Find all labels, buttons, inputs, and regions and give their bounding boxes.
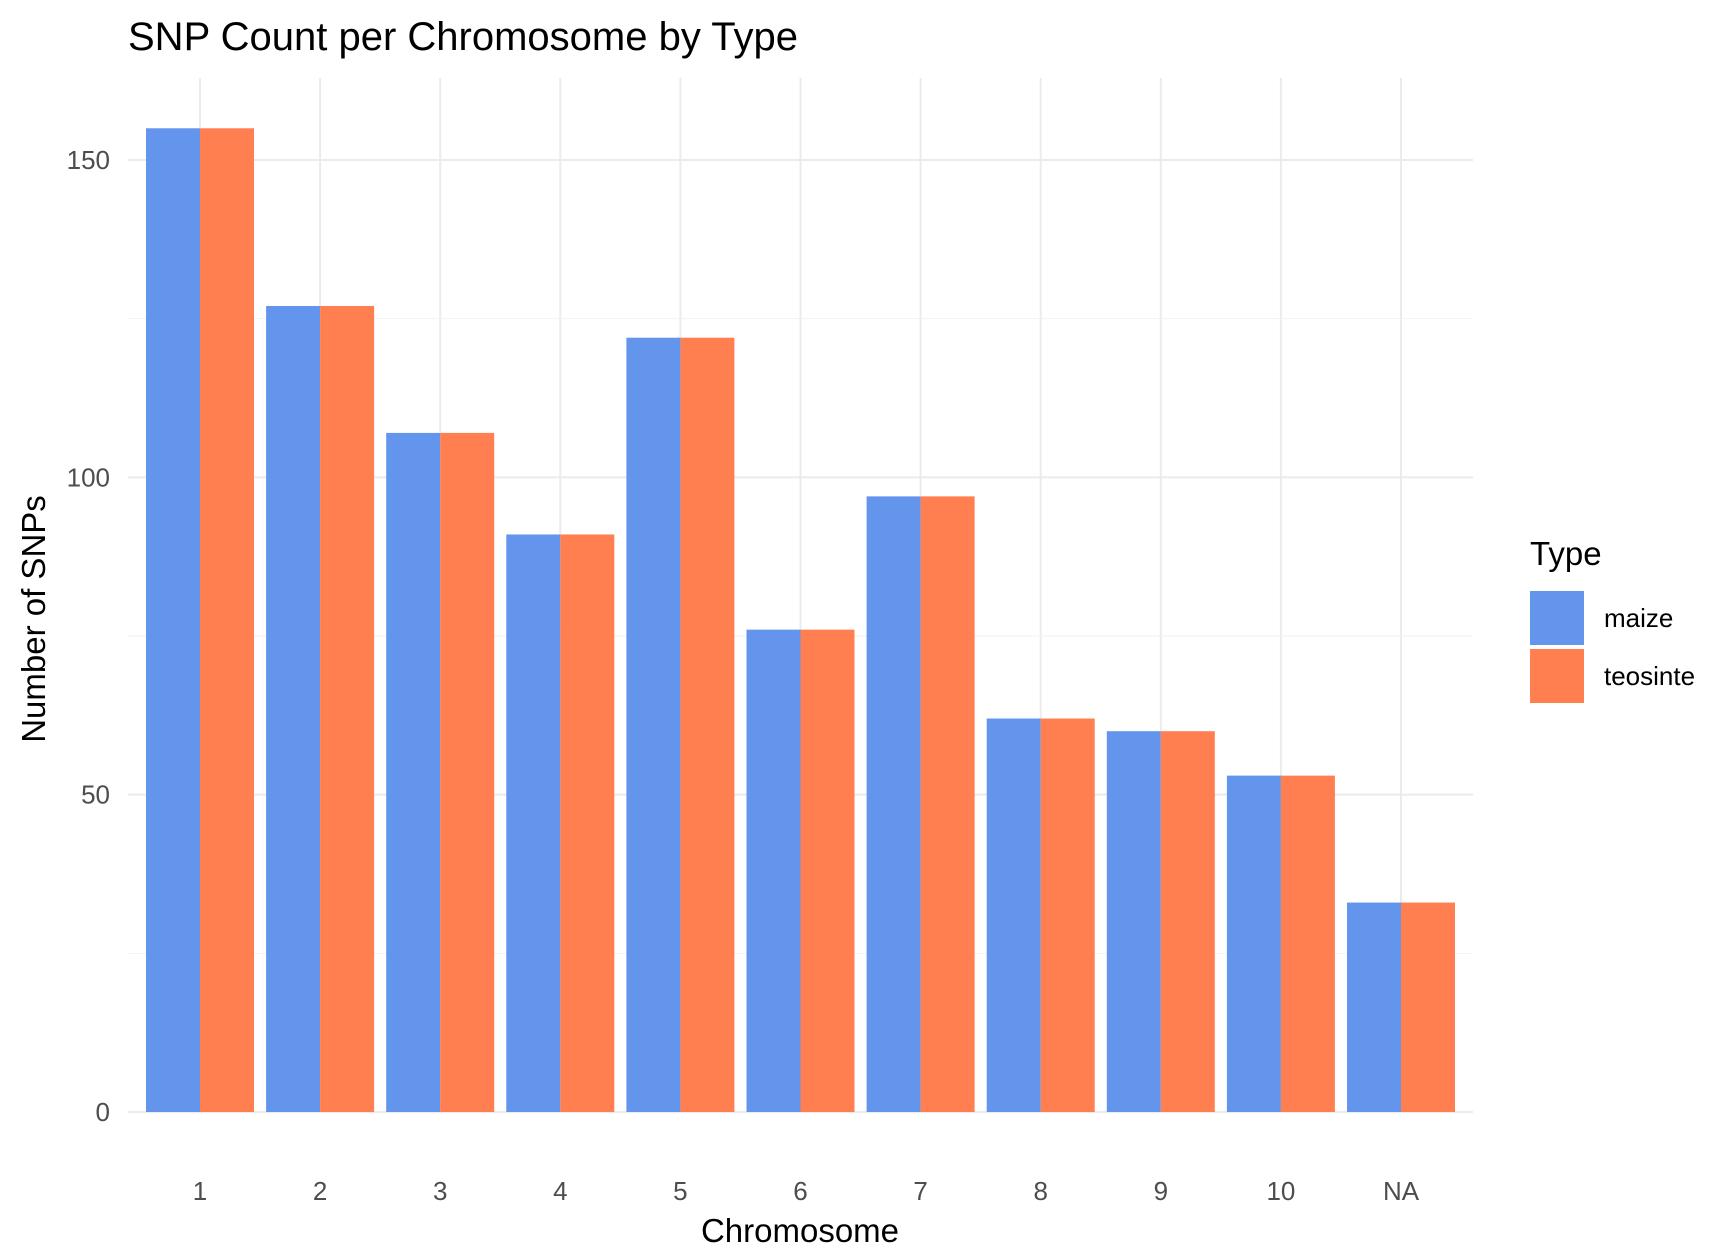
bar-teosinte-2 — [320, 305, 375, 1112]
bars — [146, 128, 1455, 1113]
x-tick-label: 4 — [553, 1176, 567, 1206]
bar-maize-6 — [746, 629, 801, 1112]
bar-teosinte-9 — [1160, 731, 1215, 1112]
x-tick-label: 3 — [433, 1176, 447, 1206]
y-tick-label: 0 — [96, 1097, 110, 1127]
x-tick-label: 2 — [313, 1176, 327, 1206]
x-tick-label: 9 — [1154, 1176, 1168, 1206]
bar-teosinte-NA — [1401, 902, 1455, 1112]
bar-maize-9 — [1106, 731, 1161, 1112]
bar-teosinte-8 — [1040, 718, 1095, 1112]
legend-key-teosinte — [1530, 649, 1584, 703]
x-tick-labels: 1 2 3 4 5 6 7 8 9 10 NA — [193, 1176, 1420, 1206]
bar-maize-10 — [1226, 775, 1281, 1112]
chart-title: SNP Count per Chromosome by Type — [128, 15, 798, 59]
x-tick-label: NA — [1383, 1176, 1420, 1206]
y-tick-label: 150 — [67, 145, 110, 175]
x-tick-label: 7 — [913, 1176, 927, 1206]
bar-maize-3 — [386, 432, 441, 1112]
bar-teosinte-1 — [200, 128, 254, 1112]
legend: Type maize teosinte — [1530, 535, 1695, 703]
y-tick-labels: 0 50 100 150 — [67, 145, 110, 1127]
bar-teosinte-6 — [800, 629, 855, 1112]
x-tick-label: 10 — [1266, 1176, 1295, 1206]
bar-maize-5 — [626, 337, 681, 1112]
bar-maize-4 — [506, 534, 561, 1112]
x-tick-label: 1 — [193, 1176, 207, 1206]
bar-teosinte-3 — [440, 432, 495, 1112]
bar-teosinte-10 — [1280, 775, 1335, 1112]
legend-label-teosinte: teosinte — [1604, 661, 1695, 691]
x-tick-label: 6 — [793, 1176, 807, 1206]
y-axis-title: Number of SNPs — [15, 495, 52, 743]
bar-teosinte-4 — [560, 534, 615, 1112]
bar-maize-7 — [866, 496, 921, 1113]
y-tick-label: 50 — [81, 780, 110, 810]
bar-teosinte-7 — [920, 496, 975, 1113]
bar-maize-2 — [266, 305, 321, 1112]
legend-title: Type — [1530, 535, 1602, 572]
bar-maize-NA — [1347, 902, 1401, 1112]
x-tick-label: 8 — [1033, 1176, 1047, 1206]
legend-label-maize: maize — [1604, 603, 1673, 633]
x-axis-title: Chromosome — [701, 1212, 899, 1249]
y-tick-label: 100 — [67, 462, 110, 492]
legend-key-maize — [1530, 591, 1584, 645]
bar-maize-1 — [146, 128, 200, 1112]
bar-teosinte-5 — [680, 337, 735, 1112]
x-tick-label: 5 — [673, 1176, 687, 1206]
bar-maize-8 — [986, 718, 1041, 1112]
